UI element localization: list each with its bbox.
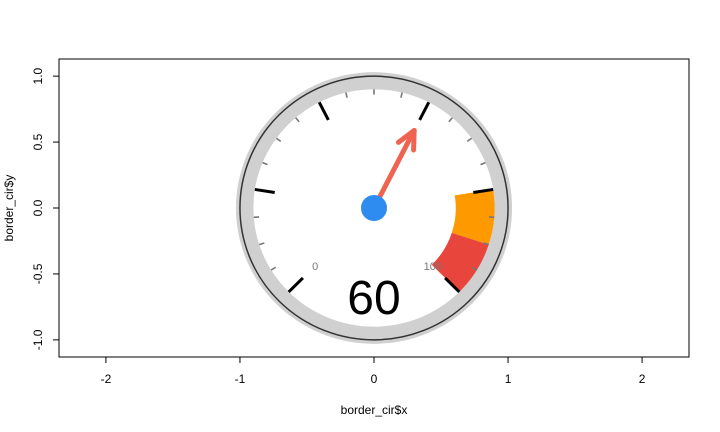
gauge-major-tick bbox=[444, 276, 461, 293]
gauge-hub bbox=[361, 195, 387, 221]
gauge-minor-tick bbox=[259, 242, 265, 246]
gauge-minor-tick bbox=[275, 137, 282, 142]
gauge-major-tick bbox=[418, 101, 431, 121]
gauge-min-label: 0 bbox=[312, 261, 318, 273]
gauge-minor-tick bbox=[400, 92, 403, 98]
y-tick-label: 1.0 bbox=[31, 67, 45, 84]
gauge-outline bbox=[239, 75, 509, 341]
x-tick-label: 0 bbox=[371, 372, 378, 386]
gauge-minor-tick bbox=[270, 266, 277, 271]
gauge-minor-tick bbox=[466, 137, 473, 142]
x-tick-label: 2 bbox=[639, 372, 646, 386]
gauge-needle bbox=[371, 127, 417, 211]
gauge-major-tick bbox=[473, 187, 494, 195]
gauge-minor-tick bbox=[483, 242, 489, 246]
x-tick-label: -1 bbox=[235, 372, 246, 386]
axes: -2 -1 0 1 2 -1.0 -0.5 0.0 0.5 1.0 bbox=[31, 58, 690, 386]
gauge-major-tick bbox=[287, 276, 304, 293]
gauge-minor-tick bbox=[471, 266, 478, 271]
gauge-major-tick bbox=[254, 187, 275, 195]
gauge-minor-tick bbox=[448, 117, 453, 123]
gauge-needle-head bbox=[395, 127, 417, 153]
gauge-minor-tick bbox=[295, 117, 300, 123]
gauge-minor-tick bbox=[262, 161, 268, 166]
y-axis-label: border_cir$y bbox=[2, 175, 16, 242]
gauge-minor-tick bbox=[480, 161, 486, 166]
x-tick-label: -2 bbox=[101, 372, 112, 386]
y-tick-label: -1.0 bbox=[31, 329, 45, 350]
gauge-max-label: 100 bbox=[424, 261, 442, 273]
gauge-major-tick bbox=[317, 101, 330, 121]
gauge-band-1 bbox=[451, 189, 495, 245]
gauge-value-label: 60 bbox=[347, 272, 400, 325]
y-tick-label: 0.5 bbox=[31, 133, 45, 150]
y-tick-label: -0.5 bbox=[31, 263, 45, 284]
gauge-minor-tick bbox=[345, 92, 348, 98]
gauge: 0 100 60 bbox=[235, 72, 513, 344]
x-tick-label: 1 bbox=[505, 372, 512, 386]
y-tick-label: 0.0 bbox=[31, 199, 45, 216]
x-axis-label: border_cir$x bbox=[341, 403, 408, 417]
